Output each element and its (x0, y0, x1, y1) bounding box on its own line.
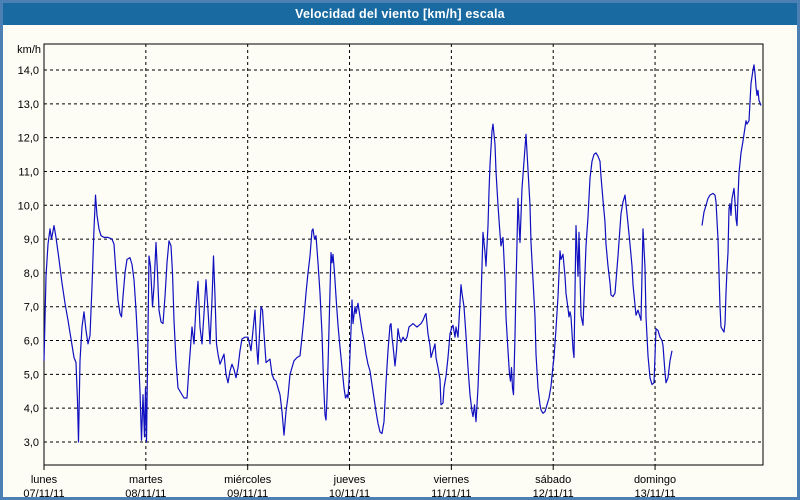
x-day-label: martes (129, 474, 163, 486)
y-tick-label: 9,0 (24, 234, 39, 246)
wind-speed-line (43, 123, 673, 443)
x-date-label: 09/11/11 (227, 488, 268, 500)
x-day-label: viernes (434, 474, 470, 486)
y-tick-label: 6,0 (24, 336, 39, 348)
x-date-label: 07/11/11 (23, 488, 64, 500)
y-tick-label: 14,0 (18, 65, 39, 77)
window-title: Velocidad del viento [km/h] escala (295, 7, 505, 21)
y-axis-unit-label: km/h (17, 44, 41, 56)
y-tick-label: 7,0 (24, 302, 39, 314)
x-day-label: miércoles (224, 474, 272, 486)
y-tick-label: 5,0 (24, 369, 39, 381)
x-date-label: 08/11/11 (125, 488, 166, 500)
x-day-label: lunes (31, 474, 58, 486)
window-title-bar: Velocidad del viento [km/h] escala (3, 3, 797, 25)
plot-border (43, 43, 764, 466)
wind-speed-line (701, 64, 762, 333)
x-day-label: sábado (535, 474, 571, 486)
y-tick-label: 13,0 (18, 99, 39, 111)
y-tick-label: 3,0 (24, 437, 39, 449)
x-date-label: 10/11/11 (329, 488, 370, 500)
y-tick-label: 10,0 (18, 200, 39, 212)
x-date-label: 13/11/11 (634, 488, 675, 500)
y-tick-label: 12,0 (18, 133, 39, 145)
y-tick-label: 4,0 (24, 403, 39, 415)
x-date-label: 11/11/11 (431, 488, 471, 500)
y-tick-label: 8,0 (24, 268, 39, 280)
y-tick-label: 11,0 (18, 166, 39, 178)
x-day-label: jueves (333, 474, 366, 486)
x-date-label: 12/11/11 (533, 488, 574, 500)
x-day-label: domingo (634, 474, 676, 486)
wind-chart-svg: 14,0 13,0 12,0 11,0 10,0 9,0 8,0 7,0 6,0 5,0 4,0 3,… (17, 43, 764, 500)
